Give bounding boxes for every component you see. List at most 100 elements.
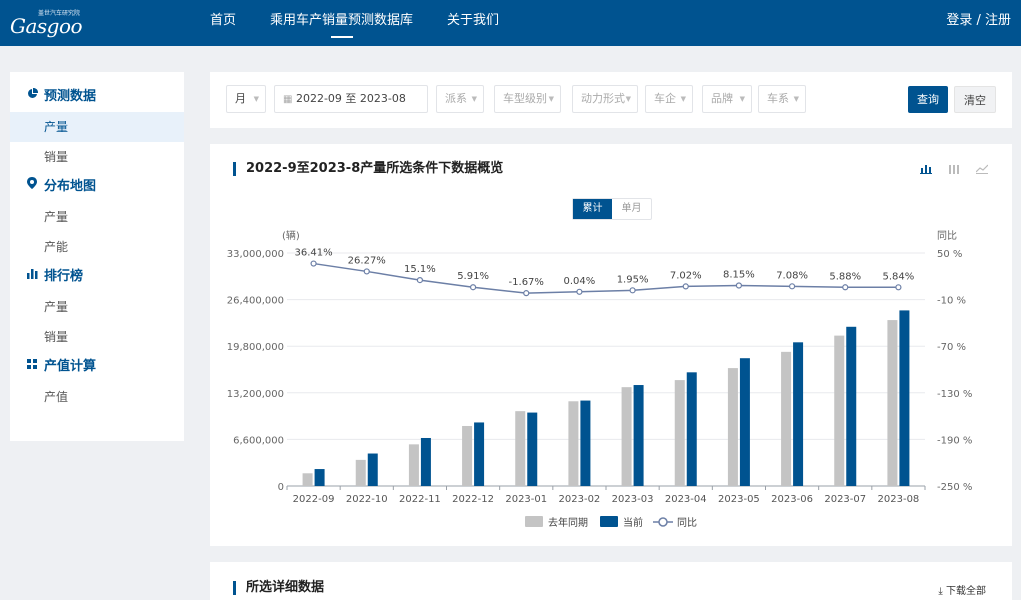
- sidebar-item-map-production[interactable]: 产量: [44, 210, 69, 224]
- gasgoo-logo[interactable]: 盖世汽车研究院 Gasgoo: [10, 8, 90, 38]
- x-tick-label: 2022-12: [452, 494, 494, 505]
- y-right-axis-label: 同比: [937, 230, 957, 242]
- yoy-point: [310, 260, 317, 267]
- sidebar-item-capacity[interactable]: 产能: [44, 240, 69, 254]
- sidebar-section-value[interactable]: 产值计算: [10, 352, 184, 382]
- faction-select[interactable]: 派系 ▼: [436, 85, 484, 113]
- brand-select[interactable]: 品牌 ▼: [702, 85, 752, 113]
- yoy-point: [523, 290, 530, 297]
- overview-chart: 0 -250 % 6,600,000 -190 % 13,200,000 -130 % 19…: [227, 229, 973, 529]
- sidebar-item-sales[interactable]: 销量: [44, 150, 69, 164]
- sidebar-section-map[interactable]: 分布地图: [10, 172, 184, 202]
- bar-last-year: [834, 335, 845, 486]
- legend-swatch-current: [600, 516, 618, 527]
- filter-bar: 月 ▼ ▦ 2022-09 至 2023-08 派系 ▼ 车型级别 ▼ 动力形式 ▼ 车…: [210, 72, 1012, 128]
- x-tick-label: 2023-03: [612, 494, 654, 505]
- nav-forecast-database[interactable]: 乘用车产销量预测数据库: [270, 0, 413, 46]
- details-title: 所选详细数据: [233, 581, 324, 595]
- series-select[interactable]: 车系 ▼: [758, 85, 806, 113]
- chevron-down-icon: ▼: [793, 95, 799, 103]
- legend-label-yoy: 同比: [677, 517, 697, 529]
- bar-last-year: [302, 473, 313, 486]
- sidebar-item-production[interactable]: 产量: [10, 112, 184, 142]
- x-tick-label: 2022-10: [346, 494, 388, 505]
- y-right-tick-label: 50 %: [937, 249, 962, 260]
- y-left-axis-label: (辆): [282, 229, 300, 242]
- chevron-down-icon: ▼: [548, 95, 554, 103]
- oem-select[interactable]: 车企 ▼: [645, 85, 693, 113]
- yoy-point: [363, 268, 370, 275]
- sidebar-section-ranking[interactable]: 排行榜: [10, 262, 184, 292]
- x-tick-label: 2023-08: [878, 494, 920, 505]
- sidebar-section-forecast[interactable]: 预测数据: [10, 82, 184, 112]
- sidebar-item-output-value[interactable]: 产值: [44, 390, 69, 404]
- yoy-point: [576, 288, 583, 295]
- y-right-tick-label: -130 %: [937, 389, 972, 400]
- chart-type-tools: [904, 164, 989, 177]
- chevron-down-icon: ▼: [253, 95, 259, 103]
- pie-chart-icon: [26, 82, 38, 112]
- bar-chart-icon: [26, 262, 38, 292]
- yoy-data-label: 5.84%: [883, 271, 915, 282]
- yoy-data-label: 0.04%: [564, 276, 596, 287]
- bar-current: [739, 358, 750, 486]
- query-button[interactable]: 查询: [908, 86, 948, 113]
- date-start: 2022-09: [295, 92, 342, 105]
- download-all-button[interactable]: ⤓ 下载全部: [938, 582, 986, 597]
- nav-about[interactable]: 关于我们: [447, 13, 500, 28]
- vehicle-class-select[interactable]: 车型级别 ▼: [494, 85, 561, 113]
- stacked-bar-icon[interactable]: [948, 164, 960, 177]
- yoy-point: [682, 283, 689, 290]
- toggle-monthly[interactable]: 单月: [621, 203, 642, 214]
- login-register-link[interactable]: 登录 / 注册: [946, 13, 1011, 28]
- yoy-point: [735, 282, 743, 289]
- clear-button[interactable]: 清空: [954, 86, 996, 113]
- bar-last-year: [355, 459, 366, 486]
- nav-home[interactable]: 首页: [210, 13, 237, 28]
- bar-current: [686, 372, 697, 486]
- bar-current: [420, 437, 431, 486]
- sidebar-section-title: 预测数据: [44, 89, 97, 104]
- y-left-tick-label: 19,800,000: [227, 342, 284, 353]
- yoy-point: [788, 283, 796, 290]
- date-end: 2023-08: [359, 92, 406, 105]
- logo-wordmark: Gasgoo: [10, 14, 83, 38]
- period-select[interactable]: 月 ▼: [226, 85, 266, 113]
- yoy-data-label: 15.1%: [404, 264, 436, 275]
- bar-last-year: [727, 368, 738, 486]
- y-right-tick-label: -190 %: [937, 435, 972, 446]
- yoy-data-label: 1.95%: [617, 274, 649, 285]
- yoy-point: [416, 277, 424, 284]
- bar-current: [793, 342, 804, 486]
- bar-last-year: [674, 380, 685, 486]
- bar-chart-icon[interactable]: [920, 164, 932, 177]
- yoy-data-label: -1.67%: [509, 277, 544, 288]
- dropdown-label: 动力形式: [581, 92, 625, 105]
- bar-current: [527, 412, 538, 486]
- sidebar-section-title: 排行榜: [44, 269, 84, 284]
- y-left-tick-label: 0: [278, 482, 284, 493]
- cumulative-monthly-toggle: 累计 单月: [572, 198, 652, 220]
- yoy-data-label: 36.41%: [295, 248, 333, 259]
- x-tick-label: 2022-11: [399, 494, 441, 505]
- powertrain-select[interactable]: 动力形式 ▼: [572, 85, 638, 113]
- yoy-point: [629, 287, 636, 294]
- toggle-cumulative[interactable]: 累计: [573, 199, 612, 219]
- sidebar-section-title: 分布地图: [44, 179, 97, 194]
- bar-last-year: [621, 387, 632, 486]
- sidebar: 预测数据 产量 销量 分布地图 产量 产能 排行榜 产量 销量 产值计算 产值: [10, 72, 184, 441]
- legend-label-current: 当前: [623, 516, 643, 529]
- grid-icon: [26, 352, 38, 382]
- date-range-picker[interactable]: ▦ 2022-09 至 2023-08: [274, 85, 428, 113]
- y-left-tick-label: 33,000,000: [227, 249, 284, 260]
- sidebar-item-rank-sales[interactable]: 销量: [44, 330, 69, 344]
- calendar-icon: ▦: [283, 94, 293, 105]
- line-chart-icon[interactable]: [975, 164, 989, 177]
- y-right-tick-label: -250 %: [937, 482, 972, 493]
- bar-current: [314, 469, 325, 486]
- sidebar-item-rank-production[interactable]: 产量: [44, 300, 69, 314]
- bar-last-year: [568, 401, 579, 486]
- dropdown-label: 车企: [654, 92, 676, 105]
- overview-title: 2022-9至2023-8产量所选条件下数据概览: [233, 162, 503, 176]
- download-label: 下载全部: [946, 586, 986, 597]
